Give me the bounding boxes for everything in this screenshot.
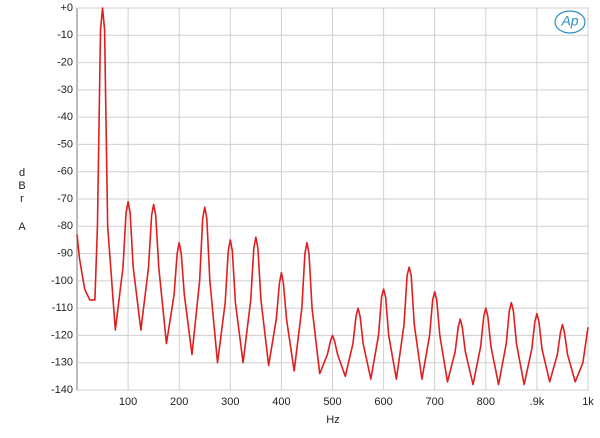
y-tick-label: -80 (57, 220, 73, 232)
x-tick-label: 600 (374, 396, 392, 408)
y-tick-label: +0 (60, 2, 73, 14)
x-tick-label: 300 (221, 396, 239, 408)
y-tick-label: -30 (57, 84, 73, 96)
x-tick-label: 500 (323, 396, 341, 408)
y-tick-label: -90 (57, 247, 73, 259)
y-tick-label: -60 (57, 166, 73, 178)
x-tick-label: .9k (530, 396, 545, 408)
y-tick-label: -50 (57, 138, 73, 150)
x-tick-label: 800 (477, 396, 495, 408)
y-tick-label: -120 (51, 329, 73, 341)
x-tick-label: 700 (426, 396, 444, 408)
x-tick-label: 1k (582, 396, 594, 408)
y-tick-label: -20 (57, 56, 73, 68)
x-axis-label: Hz (326, 414, 339, 426)
x-tick-label: 400 (272, 396, 290, 408)
spectrum-line (76, 7, 589, 386)
y-tick-label: -70 (57, 193, 73, 205)
y-tick-label: -100 (51, 275, 73, 287)
y-tick-label: -130 (51, 357, 73, 369)
logo-text: Ap (560, 13, 578, 29)
y-tick-label: -10 (57, 29, 73, 41)
y-tick-label: -140 (51, 384, 73, 396)
logo: Ap (554, 10, 586, 34)
y-tick-label: -40 (57, 111, 73, 123)
logo-ring (554, 10, 586, 34)
x-tick-label: 200 (170, 396, 188, 408)
y-tick-label: -110 (52, 302, 73, 314)
x-tick-label: 100 (119, 396, 137, 408)
